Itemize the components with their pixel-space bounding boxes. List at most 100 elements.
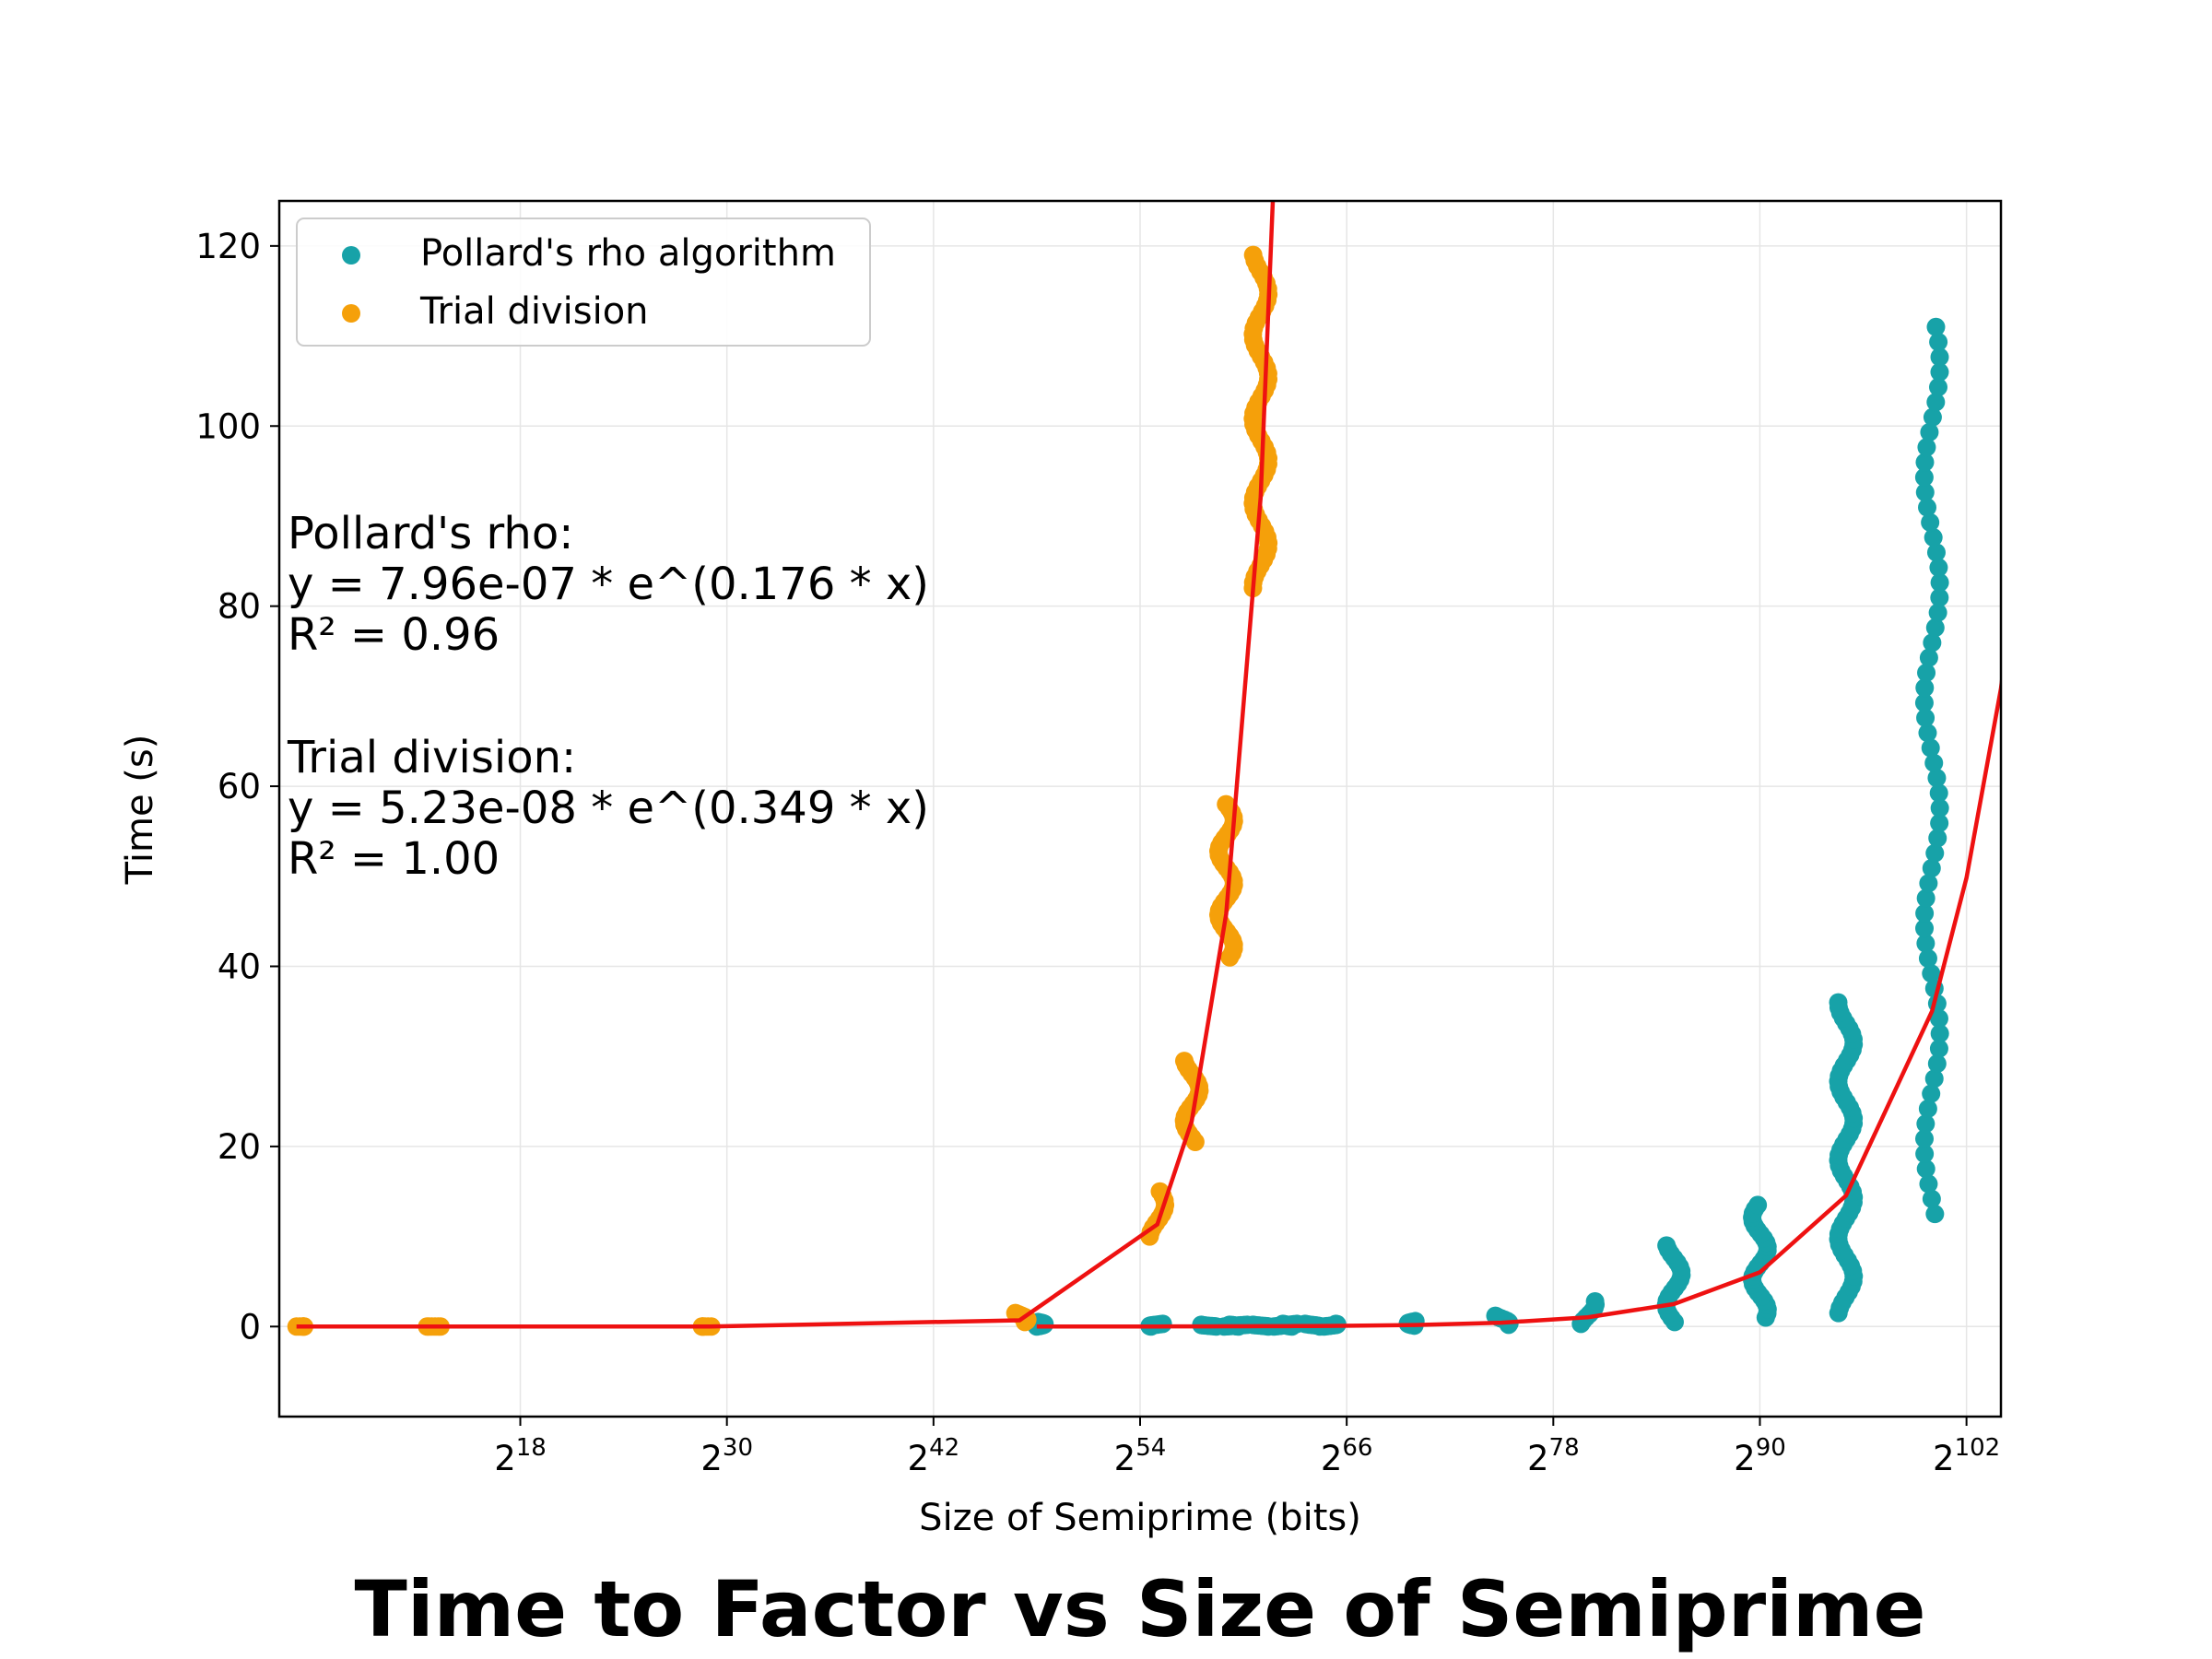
pollard-s-rho-algorithm-point <box>1919 874 1938 893</box>
x-tick-label: 254 <box>1114 1434 1167 1478</box>
pollard-s-rho-algorithm-point <box>1926 543 1946 562</box>
pollard-s-rho-algorithm-point <box>1406 1312 1425 1331</box>
pollard-s-rho-algorithm-point <box>1919 648 1938 667</box>
pollard-s-rho-algorithm-point <box>1925 843 1945 863</box>
trial-division-point <box>1150 1182 1170 1201</box>
y-tick-label: 100 <box>195 406 261 446</box>
annotation-trial-r2: R² = 1.00 <box>288 833 500 885</box>
x-tick-label: 290 <box>1734 1434 1786 1478</box>
scatter-points <box>287 245 1949 1336</box>
y-tick-label: 60 <box>218 767 261 806</box>
pollard-s-rho-algorithm-point <box>1585 1291 1605 1311</box>
x-tick-label: 242 <box>908 1434 960 1478</box>
annotation-trial-heading: Trial division: <box>287 732 576 783</box>
pollard-s-rho-algorithm-point <box>1829 993 1848 1012</box>
pollard-s-rho-algorithm-point <box>1915 483 1935 502</box>
y-tick-label: 40 <box>218 947 261 986</box>
annotation-trial-equation: y = 5.23e-08 * e^(0.349 * x) <box>288 782 929 834</box>
pollard-s-rho-algorithm-point <box>1153 1314 1172 1334</box>
pollard-s-rho-algorithm-point <box>1929 1039 1948 1058</box>
y-tick-label: 20 <box>218 1127 261 1167</box>
pollard-s-rho-algorithm-point <box>1929 558 1948 577</box>
pollard-s-rho-algorithm-point <box>1930 1024 1949 1043</box>
legend-label-trial: Trial division <box>419 290 649 333</box>
trial-division-point <box>1243 245 1263 265</box>
pollard-s-rho-algorithm-point <box>1914 1129 1934 1148</box>
x-tick-label: 230 <box>700 1434 753 1478</box>
pollard-s-rho-algorithm-point <box>1927 769 1947 788</box>
pollard-s-rho-algorithm-point <box>1918 498 1937 517</box>
pollard-s-rho-algorithm-point <box>1914 693 1934 712</box>
pollard-s-rho-algorithm-point <box>1924 1069 1944 1088</box>
pollard-s-rho-algorithm-point <box>1923 407 1942 427</box>
x-axis-label: Size of Semiprime (bits) <box>919 1497 1361 1539</box>
pollard-s-rho-algorithm-point <box>1928 829 1947 848</box>
pollard-s-rho-algorithm-point <box>1916 1114 1936 1134</box>
legend: Pollard's rho algorithm Trial division <box>296 218 871 347</box>
fit-curve-pollard <box>1036 672 2001 1329</box>
pollard-s-rho-algorithm-point <box>1926 393 1946 412</box>
pollard-s-rho-algorithm-point <box>1929 783 1948 803</box>
pollard-s-rho-algorithm-point <box>1929 1009 1948 1029</box>
pollard-s-rho-algorithm-point <box>1921 738 1940 758</box>
pollard-s-rho-algorithm-point <box>1919 1174 1938 1194</box>
pollard-s-rho-algorithm-point <box>1916 934 1936 953</box>
pollard-s-rho-algorithm-point <box>1916 888 1936 908</box>
pollard-s-rho-algorithm-point <box>1922 1189 1941 1208</box>
x-tick-label: 278 <box>1527 1434 1580 1478</box>
pollard-s-rho-algorithm-point <box>1918 724 1937 743</box>
annotation-pollard-heading: Pollard's rho: <box>288 508 573 559</box>
pollard-s-rho-algorithm-point <box>1928 603 1947 622</box>
pollard-s-rho-algorithm-point <box>1915 919 1935 938</box>
pollard-s-rho-algorithm-point <box>1929 333 1948 352</box>
fit-annotation-pollard: Pollard's rho: y = 7.96e-07 * e^(0.176 *… <box>288 508 929 661</box>
pollard-s-rho-algorithm-point <box>1920 422 1939 441</box>
fit-curve-trial <box>296 201 1276 1329</box>
pollard-s-rho-algorithm-point <box>1924 753 1944 772</box>
annotation-pollard-r2: R² = 0.96 <box>288 609 500 661</box>
pollard-s-rho-algorithm-point <box>1918 948 1937 968</box>
pollard-s-rho-algorithm-point <box>1924 528 1943 547</box>
y-tick-label: 120 <box>195 227 261 266</box>
y-axis: 0 20 40 60 80 100 120 <box>195 227 279 1347</box>
trial-division-point <box>1174 1052 1194 1071</box>
annotation-pollard-equation: y = 7.96e-07 * e^(0.176 * x) <box>288 559 929 610</box>
pollard-s-rho-algorithm-point <box>1916 1159 1936 1179</box>
pollard-s-rho-algorithm-point <box>1922 1084 1941 1103</box>
pollard-s-rho-algorithm-point <box>1930 362 1949 382</box>
pollard-s-rho-algorithm-point <box>1917 663 1936 682</box>
pollard-s-rho-algorithm-point <box>1915 1144 1935 1163</box>
trial-division-point <box>1217 794 1236 814</box>
pollard-s-rho-algorithm-point <box>1915 678 1935 698</box>
pollard-s-rho-algorithm-point <box>1921 512 1940 532</box>
chart-title: Time to Factor vs Size of Semiprime <box>355 1564 1926 1654</box>
pollard-s-rho-algorithm-point <box>1917 438 1936 457</box>
pollard-s-rho-algorithm-point <box>1914 467 1934 487</box>
pollard-s-rho-algorithm-point <box>1927 1054 1947 1074</box>
pollard-s-rho-algorithm-point <box>1930 798 1949 818</box>
pollard-s-rho-algorithm-point <box>1922 964 1941 983</box>
pollard-s-rho-algorithm-point <box>1930 814 1949 833</box>
pollard-s-rho-algorithm-point <box>1923 633 1942 653</box>
pollard-s-rho-algorithm-point <box>1657 1236 1677 1255</box>
pollard-s-rho-algorithm-point <box>1922 859 1941 878</box>
legend-label-pollard: Pollard's rho algorithm <box>420 232 836 275</box>
x-tick-label: 266 <box>1321 1434 1373 1478</box>
x-tick-label: 218 <box>494 1434 547 1478</box>
pollard-s-rho-algorithm-point <box>1915 453 1935 472</box>
legend-box <box>296 218 871 347</box>
pollard-s-rho-algorithm-point <box>1930 573 1949 593</box>
pollard-s-rho-algorithm-point <box>1918 1099 1937 1118</box>
pollard-s-rho-algorithm-point <box>1930 347 1949 367</box>
x-tick-label: 2102 <box>1933 1434 2000 1478</box>
pollard-s-rho-algorithm-point <box>1486 1306 1505 1325</box>
fit-annotation-trial: Trial division: y = 5.23e-08 * e^(0.349 … <box>287 732 929 885</box>
pollard-s-rho-algorithm-point <box>1295 1314 1314 1334</box>
pollard-s-rho-algorithm-point <box>1915 903 1935 923</box>
legend-marker-trial <box>342 304 360 323</box>
x-axis: 218 230 242 254 266 278 290 2102 <box>494 1417 2000 1478</box>
y-tick-label: 0 <box>239 1307 261 1347</box>
pollard-s-rho-algorithm-point <box>1925 1205 1945 1224</box>
fit-curves <box>296 201 2001 1329</box>
